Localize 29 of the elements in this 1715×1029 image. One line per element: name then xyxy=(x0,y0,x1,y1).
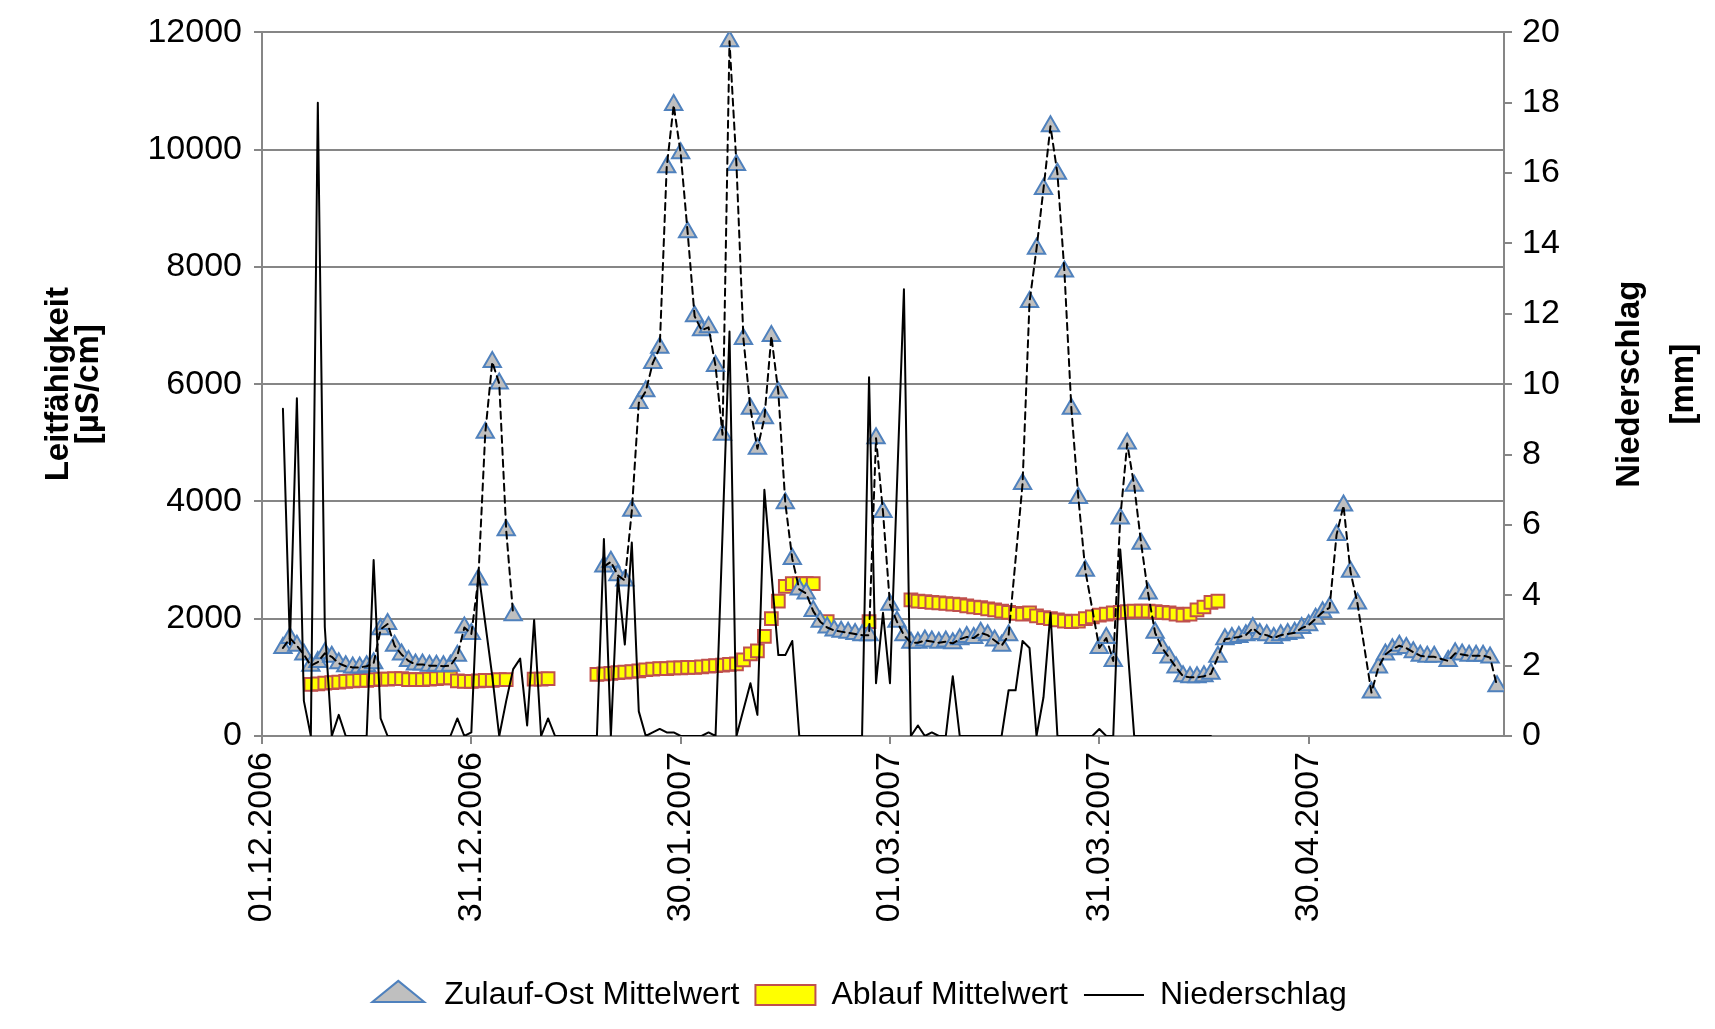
y-tick-label: 6000 xyxy=(166,362,242,401)
y2-tick-label: 2 xyxy=(1522,644,1541,683)
x-tick-label: 01.03.2007 xyxy=(868,752,907,923)
y2-tick-label: 20 xyxy=(1522,10,1560,49)
y2-tick-label: 18 xyxy=(1522,81,1560,120)
y2-axis-title: Niederschlag [mm] xyxy=(1609,280,1701,488)
y2-tick-label: 12 xyxy=(1522,292,1560,331)
y2-tick-label: 10 xyxy=(1522,362,1560,401)
y-tick-label: 0 xyxy=(223,714,242,753)
y2-tick-label: 0 xyxy=(1522,714,1541,753)
y-tick-label: 8000 xyxy=(166,245,242,284)
y2-tick-label: 16 xyxy=(1522,151,1560,190)
y-tick-label: 2000 xyxy=(166,597,242,636)
x-tick-label: 31.03.2007 xyxy=(1077,752,1116,923)
y-tick-label: 12000 xyxy=(147,10,242,49)
y-axis-title: Leitfähigkeit [µS/cm] xyxy=(37,287,105,482)
legend-label: Ablauf Mittelwert xyxy=(831,974,1069,1011)
x-tick-label: 30.01.2007 xyxy=(659,752,698,923)
y2-tick-label: 14 xyxy=(1522,221,1560,260)
legend-label: Zulauf-Ost Mittelwert xyxy=(444,974,740,1011)
x-tick-label: 31.12.2006 xyxy=(449,752,488,923)
y2-tick-label: 6 xyxy=(1522,503,1541,542)
y-tick-label: 10000 xyxy=(147,128,242,167)
x-tick-label: 30.04.2007 xyxy=(1287,752,1325,923)
legend-label: Niederschlag xyxy=(1159,974,1347,1011)
y2-tick-label: 8 xyxy=(1522,432,1541,471)
x-tick-label: 01.12.2006 xyxy=(240,752,279,923)
y2-tick-label: 4 xyxy=(1522,573,1541,612)
y-tick-label: 4000 xyxy=(166,479,242,518)
